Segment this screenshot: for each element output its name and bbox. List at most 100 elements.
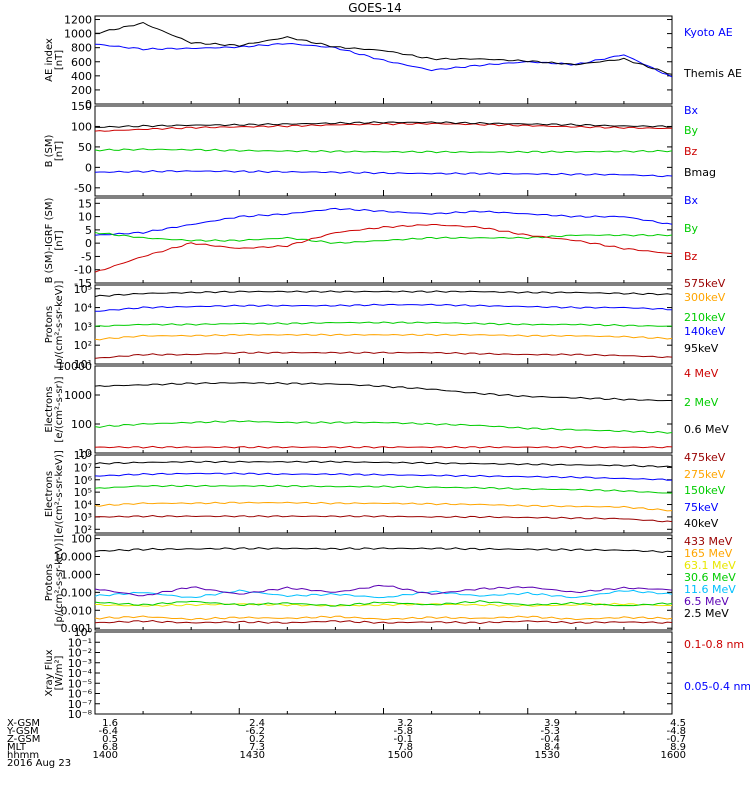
y-tick-label: 1000 [64, 28, 92, 41]
legend-entry: 575keV [684, 277, 726, 290]
footer-cell: 7.3 [249, 742, 265, 753]
y-tick-label: 50 [78, 141, 92, 154]
series-line-150kev [94, 484, 673, 494]
footer-cell: -6.4 [98, 726, 118, 737]
series-line-40kev [94, 460, 673, 468]
legend-entry: 75keV [684, 501, 719, 514]
legend-entry: Bz [684, 250, 698, 263]
y-axis-label: [p/(cm²-s-sr-keV)] [54, 281, 65, 369]
footer-cell: -6.2 [245, 726, 265, 737]
legend-entry: By [684, 222, 699, 235]
y-tick-label: 0 [85, 237, 92, 250]
footer-cell: -5.3 [540, 726, 560, 737]
y-tick-label: 100 [71, 120, 92, 133]
y-tick-label: -50 [74, 182, 92, 195]
footer-cell: 3.2 [397, 718, 413, 729]
legend-entry: Themis AE [683, 67, 742, 80]
series-line-bmag [94, 121, 673, 128]
y-tick-label: 100 [71, 533, 92, 546]
panel-frame [94, 105, 673, 197]
y-axis-label: Xray Flux [44, 649, 55, 696]
y-tick-label: 0.100 [61, 586, 93, 599]
panel-frame [94, 454, 673, 534]
legend-entry: By [684, 124, 699, 137]
footer-row-label: X-GSM [7, 718, 41, 729]
series-line-bx [94, 169, 673, 178]
footer-cell: -0.4 [540, 734, 560, 745]
chart-panel-2: -50 0 50 100 150 B (SM) [nT] Bx By Bz Bmag [44, 100, 716, 197]
footer-cell: 0.2 [249, 734, 265, 745]
y-axis-label: Electrons [44, 471, 55, 517]
y-tick-label: 10⁵ [74, 283, 92, 296]
chart-panel-5: 10 100 1000 10000 Electrons [e/(cm²-s-sr)] 4 M… [44, 360, 729, 460]
y-axis-label: AE index [44, 38, 55, 82]
series-line-by [94, 148, 673, 154]
y-tick-label: 0 [85, 161, 92, 174]
y-tick-label: 10⁻⁸ [68, 708, 93, 721]
y-tick-label: 10⁻⁴ [68, 667, 93, 680]
legend-entry: Kyoto AE [684, 26, 733, 39]
legend-entry: 150keV [684, 484, 726, 497]
footer-row-label: Z-GSM [7, 734, 41, 745]
legend-entry: 0.1-0.8 nm [684, 638, 744, 651]
y-axis-label: B (SM) [44, 134, 55, 167]
series-line-210kev [94, 321, 672, 327]
chart-panel-4: 10¹ 10² 10³ 10⁴ 10⁵ Protons [p/(cm²-s-sr-keV)]… [44, 277, 726, 371]
y-tick-label: 10¹ [74, 358, 92, 371]
page-title: GOES-14 [348, 1, 402, 15]
series-line-0-6-mev [94, 381, 672, 402]
y-tick-label: 1000 [64, 389, 92, 402]
y-tick-label: -15 [74, 277, 92, 290]
y-tick-label: 100 [71, 418, 92, 431]
series-line-30-6-mev [94, 600, 673, 607]
y-tick-label: 10² [74, 523, 92, 536]
y-tick-label: 600 [71, 56, 92, 69]
series-line-bz [94, 224, 673, 273]
legend-entry: 2 MeV [684, 396, 719, 409]
series-line-2-5-mev [94, 547, 673, 553]
footer-cell: 6.8 [102, 742, 118, 753]
y-tick-label: 10⁻¹ [68, 636, 92, 649]
footer-date: 2016 Aug 23 [7, 758, 72, 769]
series-line-95kev [94, 290, 673, 298]
y-tick-label: 10000 [57, 360, 92, 373]
y-axis-label: Electrons [44, 386, 55, 432]
series-line-themis-ae [95, 21, 673, 75]
legend-entry: 433 MeV [684, 535, 733, 548]
y-axis-label: [nT] [54, 230, 65, 250]
footer-cell: 8.9 [670, 742, 686, 753]
legend-entry: Bx [684, 194, 699, 207]
footer-cell: 2.4 [249, 718, 265, 729]
y-tick-label: -5 [81, 250, 92, 263]
y-tick-label: 10 [78, 447, 92, 460]
footer-cell: 3.9 [544, 718, 560, 729]
legend-entry: 275keV [684, 468, 726, 481]
footer-cell: 1500 [387, 750, 413, 761]
chart-panel-7: 0.001 0.010 0.100 1.000 10.000 100 Protons [p/(… [44, 533, 736, 636]
y-axis-label: [nT] [54, 141, 65, 161]
legend-entry: 165 MeV [684, 547, 733, 560]
series-line-11-6-mev [94, 589, 673, 599]
footer-cell: 8.4 [544, 742, 560, 753]
y-tick-label: 15 [78, 197, 92, 210]
legend-entry: 210keV [684, 311, 726, 324]
y-tick-label: 10⁰ [74, 626, 93, 639]
y-tick-label: 0.010 [61, 604, 93, 617]
legend-entry: 2.5 MeV [684, 607, 729, 620]
footer-cell: -4.8 [666, 726, 686, 737]
legend-entry: 140keV [684, 325, 726, 338]
y-tick-label: 10² [74, 339, 92, 352]
panel-frame [94, 365, 673, 454]
y-tick-label: 10⁴ [74, 499, 93, 512]
y-tick-label: 10 [78, 211, 92, 224]
y-tick-label: 10⁵ [74, 486, 92, 499]
legend-entry: 11.6 MeV [684, 583, 736, 596]
y-tick-label: -10 [74, 264, 92, 277]
footer-cell: -0.7 [666, 734, 686, 745]
series-line-433-mev [94, 619, 673, 625]
y-tick-label: 800 [71, 42, 92, 55]
series-line-300kev [94, 333, 673, 341]
legend-entry: 95keV [684, 342, 719, 355]
